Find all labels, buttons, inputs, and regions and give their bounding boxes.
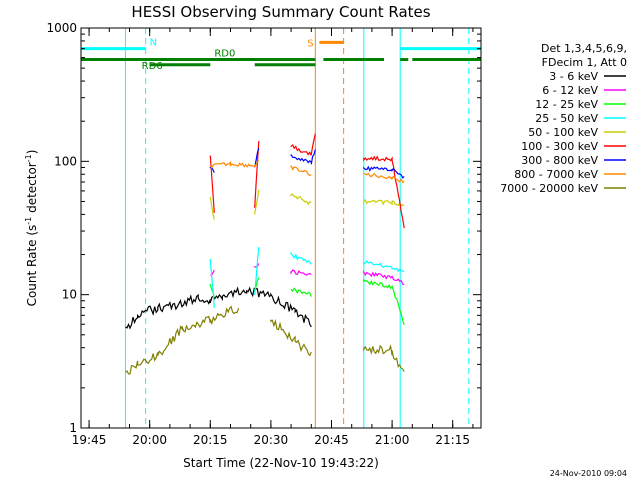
y-axis-label: Count Rate (s-1 detector-1): [24, 150, 39, 307]
series-line: [125, 305, 405, 375]
x-tick-label: 21:15: [435, 433, 470, 447]
flag-label: RD6: [142, 61, 163, 72]
legend-label: 3 - 6 keV: [549, 70, 598, 83]
footer-date: 24-Nov-2010 09:04: [550, 469, 627, 478]
x-axis: 19:45 20:00 20:15 20:30 20:45 21:00 21:15: [72, 28, 474, 447]
y-axis-label-sup: -1: [24, 217, 33, 225]
plot-frame: [80, 27, 482, 429]
x-tick-label: 20:15: [193, 433, 228, 447]
legend-label: 100 - 300 keV: [521, 140, 598, 153]
y-axis: 1 10 100 1000: [46, 21, 481, 435]
legend-label: 25 - 50 keV: [535, 112, 598, 125]
y-tick-label: 1000: [46, 21, 77, 35]
y-axis-label-part: detector: [25, 162, 39, 217]
x-axis-label: Start Time (22-Nov-10 19:43:22): [183, 456, 379, 470]
y-axis-label-part: Count Rate (s: [25, 225, 39, 307]
flag-label: S: [307, 38, 313, 49]
legend-label: 800 - 7000 keV: [514, 168, 598, 181]
series-line: [210, 263, 405, 286]
x-tick-label: 20:00: [132, 433, 167, 447]
series-line: [209, 133, 405, 229]
legend-header-line: FDecim 1, Att 0: [542, 56, 627, 69]
x-tick-label: 21:00: [375, 433, 410, 447]
legend-header-line: Det 1,3,4,5,6,9,: [541, 42, 627, 55]
y-tick-label: 10: [62, 288, 77, 302]
series-line: [209, 246, 405, 308]
legend-label: 12 - 25 keV: [535, 98, 598, 111]
legend-label: 50 - 100 keV: [528, 126, 598, 139]
chart-title: HESSI Observing Summary Count Rates: [131, 3, 430, 21]
series-line: [209, 277, 405, 325]
legend-label: 6 - 12 keV: [542, 84, 598, 97]
y-axis-label-part: ): [25, 150, 39, 155]
series-layer: [125, 133, 405, 375]
annotation-layer: N RD0 RD6 S: [81, 28, 481, 428]
y-axis-label-sup: -1: [24, 154, 33, 162]
series-line: [125, 286, 312, 330]
flag-label: N: [150, 38, 157, 49]
y-tick-label: 100: [54, 154, 77, 168]
x-tick-label: 20:30: [254, 433, 289, 447]
series-line: [209, 160, 405, 184]
flag-label: RD0: [214, 49, 235, 60]
legend-label: 7000 - 20000 keV: [500, 182, 598, 195]
x-tick-label: 20:45: [314, 433, 349, 447]
legend: Det 1,3,4,5,6,9, FDecim 1, Att 0 3 - 6 k…: [500, 42, 627, 195]
series-line: [209, 189, 405, 220]
x-tick-label: 19:45: [72, 433, 107, 447]
y-tick-label: 1: [69, 421, 77, 435]
legend-label: 300 - 800 keV: [521, 154, 598, 167]
